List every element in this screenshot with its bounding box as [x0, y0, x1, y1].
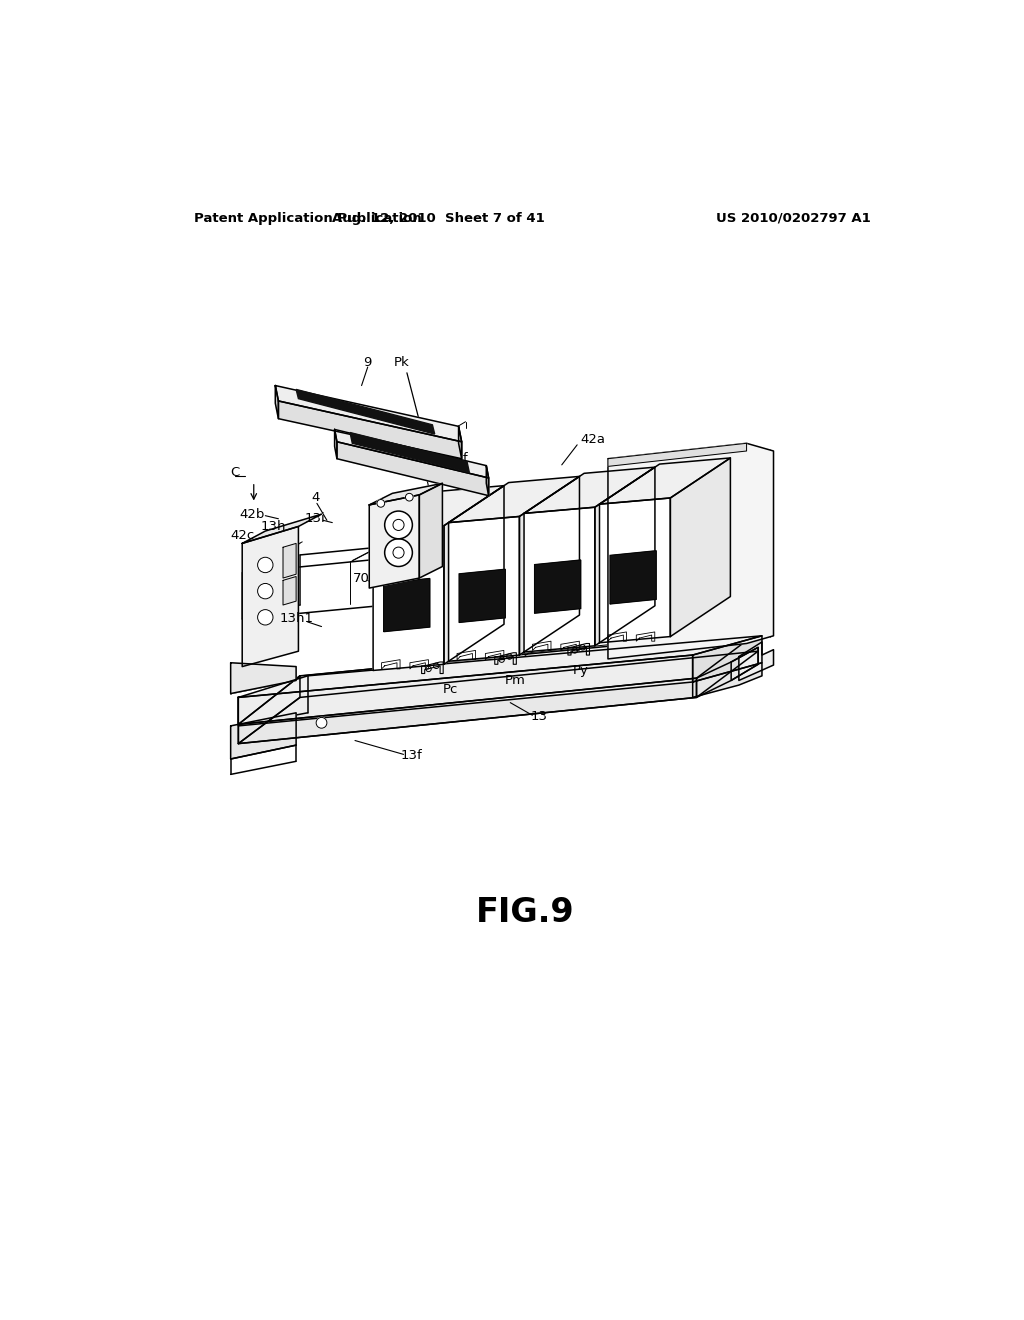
- Polygon shape: [335, 429, 337, 459]
- Polygon shape: [524, 507, 595, 652]
- Polygon shape: [370, 495, 419, 589]
- Text: Pk: Pk: [393, 356, 410, 370]
- Polygon shape: [444, 486, 504, 664]
- Polygon shape: [239, 632, 758, 725]
- Circle shape: [377, 499, 385, 507]
- Text: 42a: 42a: [580, 433, 605, 446]
- Text: 13: 13: [530, 710, 547, 723]
- Polygon shape: [239, 676, 300, 743]
- Text: 13i: 13i: [305, 512, 326, 525]
- Text: 42c: 42c: [230, 529, 255, 543]
- Polygon shape: [373, 486, 504, 532]
- Polygon shape: [239, 655, 692, 726]
- Polygon shape: [230, 713, 296, 759]
- Polygon shape: [519, 477, 580, 655]
- Polygon shape: [337, 442, 488, 496]
- Polygon shape: [243, 527, 298, 667]
- Polygon shape: [486, 466, 488, 496]
- Text: 9: 9: [364, 356, 372, 370]
- Polygon shape: [279, 401, 462, 459]
- Polygon shape: [243, 515, 322, 544]
- Polygon shape: [283, 577, 296, 605]
- Circle shape: [406, 494, 413, 502]
- Polygon shape: [459, 426, 462, 459]
- Text: 30h: 30h: [402, 436, 428, 449]
- Polygon shape: [239, 651, 758, 743]
- Text: 8: 8: [384, 409, 392, 422]
- Circle shape: [385, 511, 413, 539]
- Polygon shape: [535, 560, 581, 614]
- Polygon shape: [296, 389, 435, 434]
- Polygon shape: [671, 458, 730, 636]
- Polygon shape: [370, 483, 442, 506]
- Text: C: C: [229, 466, 240, 479]
- Polygon shape: [350, 433, 469, 473]
- Polygon shape: [599, 498, 671, 643]
- Polygon shape: [283, 544, 296, 578]
- Text: 42b: 42b: [240, 508, 265, 520]
- Text: 13h1: 13h1: [280, 612, 313, 626]
- Text: 30b: 30b: [427, 548, 453, 561]
- Polygon shape: [599, 458, 730, 504]
- Polygon shape: [384, 578, 430, 632]
- Text: Patent Application Publication: Patent Application Publication: [194, 213, 422, 224]
- Polygon shape: [692, 636, 762, 682]
- Text: 13f: 13f: [400, 748, 423, 762]
- Polygon shape: [275, 385, 279, 418]
- Polygon shape: [419, 483, 442, 578]
- Text: 30f: 30f: [447, 453, 469, 465]
- Polygon shape: [239, 636, 762, 697]
- Text: 9: 9: [377, 422, 385, 436]
- Polygon shape: [595, 467, 655, 645]
- Polygon shape: [692, 663, 762, 697]
- Text: Py: Py: [573, 664, 589, 677]
- Polygon shape: [275, 385, 462, 442]
- Polygon shape: [335, 429, 488, 478]
- Polygon shape: [449, 516, 519, 661]
- Text: Pc: Pc: [442, 684, 458, 696]
- Circle shape: [258, 583, 273, 599]
- Polygon shape: [610, 550, 656, 605]
- Text: 70a: 70a: [378, 508, 403, 520]
- Circle shape: [316, 718, 327, 729]
- Polygon shape: [608, 444, 746, 466]
- Polygon shape: [524, 467, 655, 513]
- Circle shape: [258, 610, 273, 626]
- Text: 70: 70: [353, 572, 370, 585]
- Text: FIG.9: FIG.9: [475, 896, 574, 929]
- Circle shape: [258, 557, 273, 573]
- Polygon shape: [373, 525, 444, 671]
- Polygon shape: [449, 477, 580, 523]
- Polygon shape: [731, 647, 758, 681]
- Text: Pm: Pm: [505, 675, 526, 686]
- Polygon shape: [230, 663, 296, 693]
- Text: US 2010/0202797 A1: US 2010/0202797 A1: [716, 213, 870, 224]
- Polygon shape: [739, 642, 773, 681]
- Circle shape: [385, 539, 413, 566]
- Text: 30d: 30d: [401, 593, 427, 606]
- Polygon shape: [696, 647, 758, 697]
- Text: 4: 4: [311, 491, 319, 504]
- Polygon shape: [608, 444, 773, 659]
- Polygon shape: [239, 678, 696, 743]
- Text: 13h: 13h: [260, 520, 286, 533]
- Polygon shape: [459, 569, 505, 623]
- Text: Aug. 12, 2010  Sheet 7 of 41: Aug. 12, 2010 Sheet 7 of 41: [332, 213, 545, 224]
